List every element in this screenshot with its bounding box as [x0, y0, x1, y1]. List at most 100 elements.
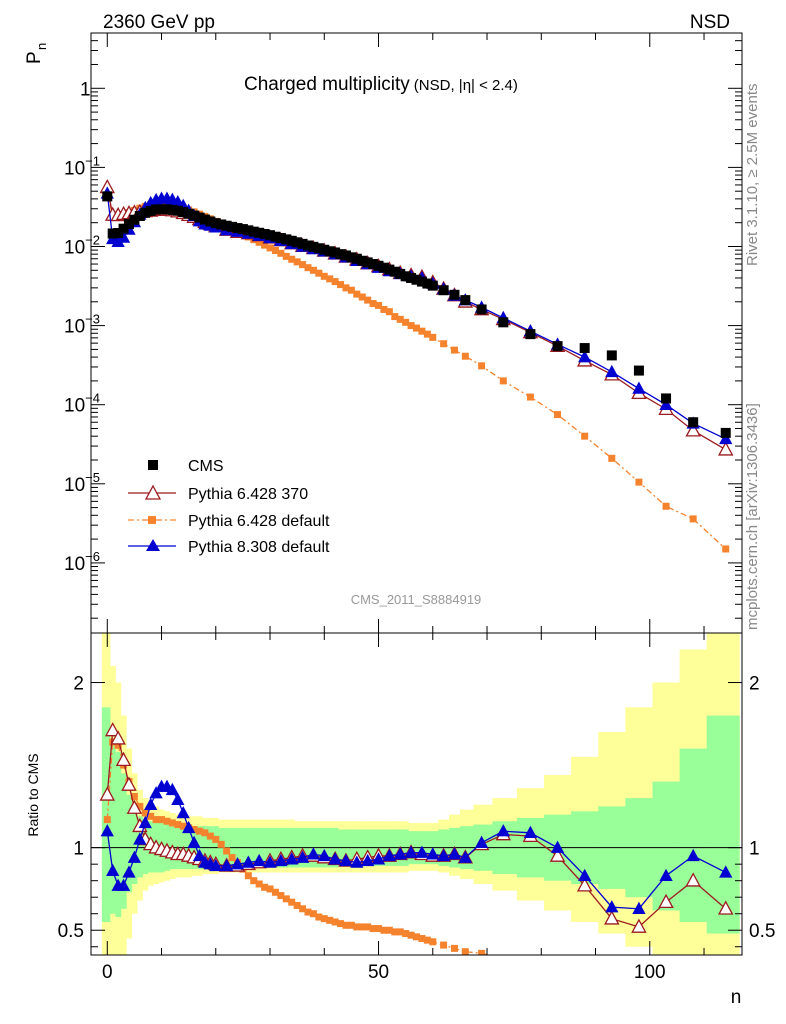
ratio-p6-default-point: [478, 949, 486, 955]
cms-point: [270, 231, 281, 242]
band-stat-uncertainty: [120, 773, 127, 909]
cms-point: [178, 207, 189, 218]
y-tick-label: 10−2: [64, 232, 100, 258]
ratio-p6-370-point: [549, 847, 566, 862]
p6-default-point: [396, 315, 404, 323]
ratio-p8-point: [122, 865, 136, 878]
ratio-p6-370-point: [126, 799, 143, 814]
y-label-subscript: n: [34, 43, 49, 50]
ratio-y-tick-label-right: 1: [749, 839, 760, 860]
p6-default-point: [309, 266, 317, 274]
ratio-y-tick-label-right: 2: [749, 674, 760, 695]
ratio-p8-point: [176, 805, 190, 819]
process-label: NSD: [690, 12, 730, 33]
ratio-p8-point: [659, 868, 673, 881]
cms-point: [254, 227, 265, 238]
cms-point: [107, 228, 118, 239]
ratio-p6-default-point: [212, 835, 220, 843]
cms-point: [227, 221, 238, 232]
ratio-p6-default-point: [581, 968, 588, 975]
ratio-p6-default-point: [271, 888, 279, 896]
p6-default-point: [407, 322, 415, 330]
ratio-y-tick-label-left: 2: [73, 674, 84, 695]
y-tick-label: 10−6: [64, 549, 100, 575]
ratio-p6-default-point: [217, 840, 225, 848]
ratio-y-label: Ratio to CMS: [25, 753, 41, 836]
cms-point: [357, 255, 368, 266]
ratio-p6-default-point: [375, 925, 383, 933]
ratio-p8-point: [100, 824, 114, 837]
ratio-p6-default-point: [722, 986, 729, 993]
ratio-p6-370-point: [121, 776, 137, 791]
ratio-p8-point: [138, 815, 152, 829]
ratio-p8-point: [116, 878, 131, 891]
ratio-p6-default-point: [358, 923, 366, 931]
ratio-p8-point: [415, 845, 429, 858]
ratio-p6-default-point: [402, 930, 410, 938]
cms-point: [340, 250, 351, 261]
ratio-p6-default-point: [255, 880, 263, 888]
ratio-p6-default-point: [429, 938, 437, 946]
ratio-p8-point: [578, 868, 592, 881]
y-tick-label: 10−5: [64, 470, 100, 496]
cms-point: [313, 243, 324, 254]
p6-default-point: [418, 327, 426, 335]
p8-point: [632, 381, 646, 394]
ratio-p8-point: [404, 845, 418, 858]
cms-point: [378, 262, 389, 273]
cms-point: [113, 228, 124, 239]
cms-point: [189, 210, 200, 221]
cms-point: [720, 427, 731, 438]
p6-default-point: [461, 352, 469, 360]
p6-default-point: [337, 281, 345, 289]
ratio-p8-point: [719, 865, 733, 878]
legend-marker-p6-370: [144, 484, 162, 500]
main-axis-ticks: [91, 32, 742, 633]
ratio-p6-default-point: [353, 923, 361, 931]
ratio-p6-370-point: [104, 722, 121, 737]
cms-point: [194, 212, 205, 223]
ratio-p6-default-point: [326, 916, 334, 924]
p6-default-point: [299, 261, 307, 269]
ratio-p8-point: [317, 848, 331, 862]
cms-point: [129, 214, 140, 225]
cms-point: [395, 268, 406, 279]
p6-default-point: [315, 269, 323, 277]
x-tick-label: 0: [102, 962, 113, 983]
ratio-p6-default-point: [114, 741, 122, 749]
cms-point: [579, 343, 590, 354]
ratio-p6-default-point: [413, 933, 420, 941]
p6-default-point: [391, 313, 399, 321]
ratio-p6-370-point: [717, 900, 734, 915]
ratio-p8-point: [106, 863, 120, 877]
ratio-p6-default-point: [103, 816, 111, 824]
ratio-p8-point: [686, 848, 700, 862]
ratio-bands-layer: [91, 633, 742, 955]
ratio-p8-point: [328, 852, 342, 865]
ratio-p8-point: [263, 855, 277, 868]
p8-point: [659, 397, 673, 410]
legend-marker-p6-default: [148, 516, 156, 524]
cms-point: [384, 264, 395, 275]
rivet-version-label: Rivet 3.1.10, ≥ 2.5M events: [744, 83, 761, 267]
p6-default-point: [608, 454, 616, 462]
cms-point: [172, 205, 183, 216]
cms-point: [373, 260, 384, 271]
p6-default-point: [342, 284, 350, 292]
cms-point: [416, 276, 427, 287]
cms-point: [438, 285, 449, 296]
legend-label-cms: CMS: [188, 458, 224, 475]
ratio-p8-point: [550, 840, 565, 853]
ratio-p6-default-point: [527, 960, 534, 967]
ratio-axis-ticks: [91, 633, 742, 955]
ratio-p8-point: [382, 848, 397, 862]
legend-marker-cms: [148, 460, 158, 470]
ratio-series-layer: [99, 722, 734, 993]
ratio-p6-default-point: [174, 821, 182, 829]
cms-point: [552, 341, 563, 352]
ratio-series-p8: [100, 779, 733, 915]
p8-point: [719, 431, 733, 445]
ratio-p8-point: [144, 797, 158, 810]
ratio-p6-default-point: [385, 926, 393, 934]
